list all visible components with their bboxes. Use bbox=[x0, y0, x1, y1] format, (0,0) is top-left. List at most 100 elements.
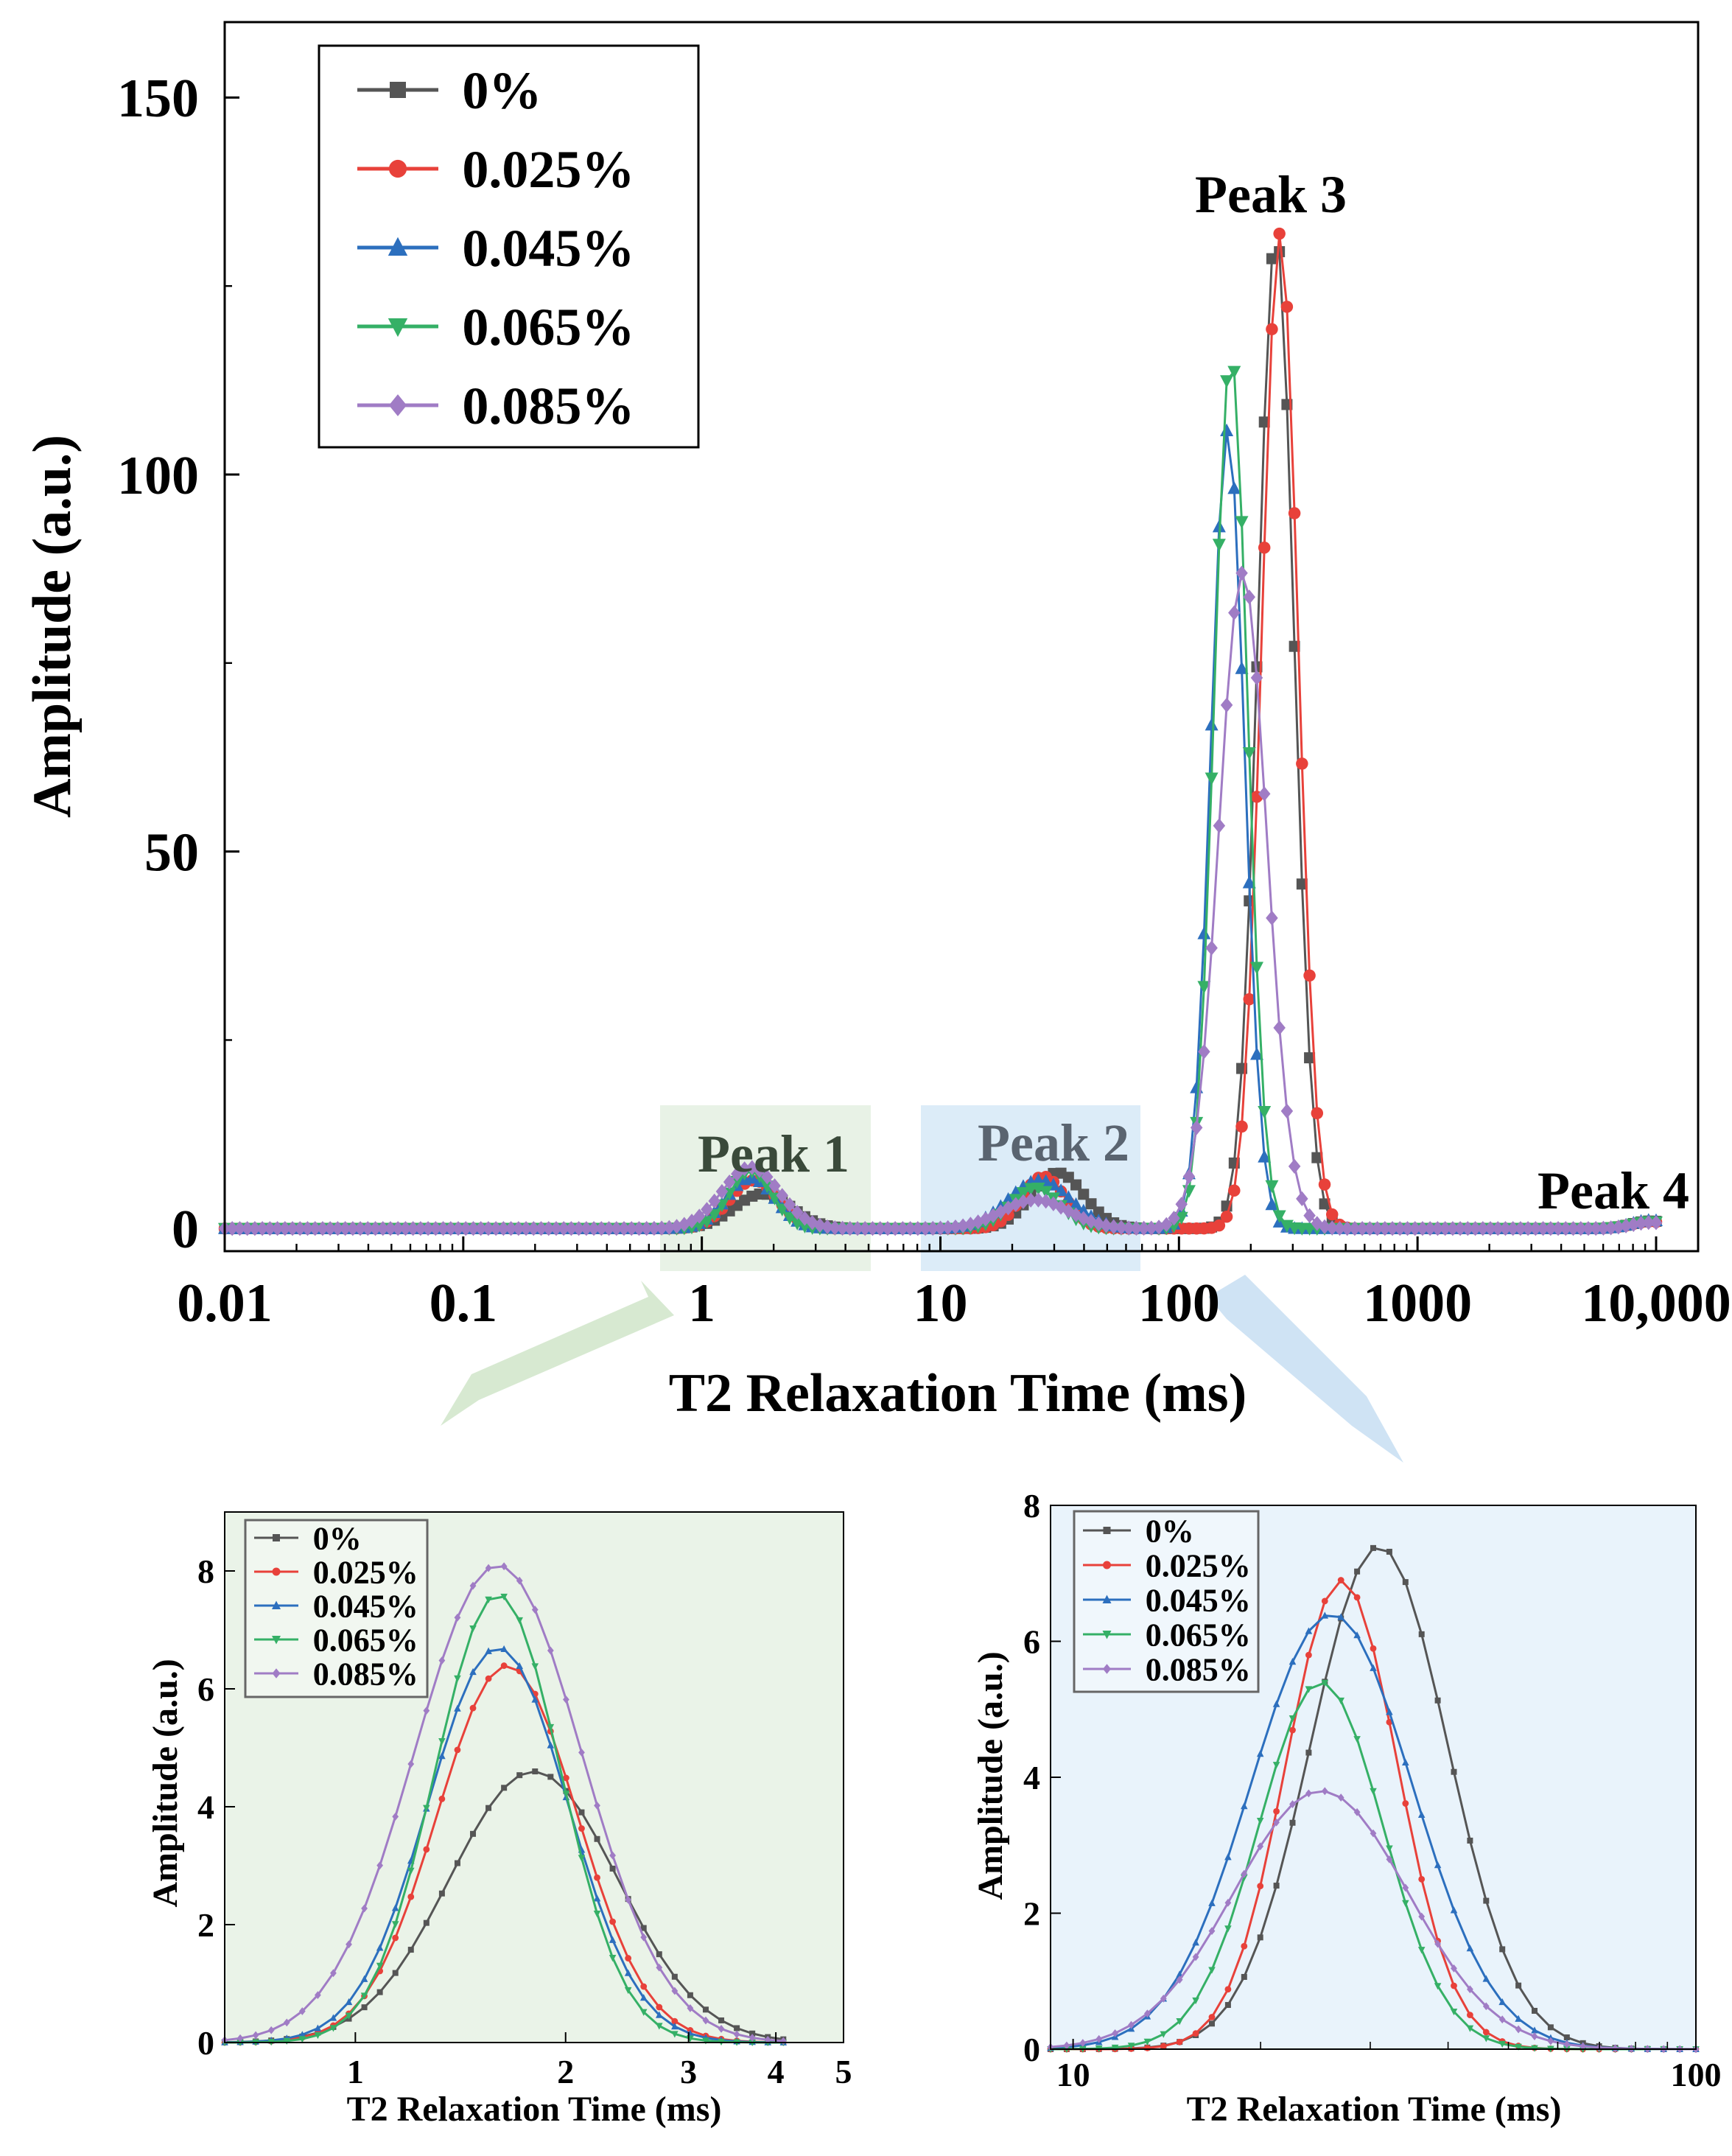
inset2-data-point bbox=[1208, 1967, 1216, 1974]
main-data-point bbox=[1326, 1220, 1339, 1236]
inset1-x-axis-title: T2 Relaxation Time (ms) bbox=[347, 2090, 722, 2129]
inset2-data-point bbox=[1515, 2025, 1522, 2034]
main-data-point bbox=[663, 1219, 676, 1235]
main-data-point bbox=[1469, 1221, 1482, 1236]
inset2-data-point bbox=[1402, 1800, 1409, 1807]
inset1-data-point bbox=[454, 1675, 461, 1682]
main-data-point bbox=[467, 1221, 480, 1236]
main-data-point bbox=[346, 1221, 360, 1236]
inset1-data-point bbox=[609, 1936, 617, 1943]
inset2-legend-marker bbox=[1103, 1527, 1111, 1534]
inset2-data-point bbox=[1208, 2014, 1216, 2020]
inset1-data-point bbox=[407, 1760, 415, 1768]
main-data-point bbox=[949, 1219, 962, 1235]
inset2-legend-marker bbox=[1103, 1664, 1111, 1674]
inset1-data-point bbox=[671, 1973, 678, 1980]
peak3-label: Peak 3 bbox=[1195, 165, 1347, 224]
inset1-data-point bbox=[656, 2003, 663, 2011]
main-data-point bbox=[430, 1221, 442, 1236]
inset1-data-point bbox=[501, 1785, 508, 1791]
inset2-data-point bbox=[1127, 2043, 1135, 2050]
inset2-data-point bbox=[1192, 1939, 1199, 1946]
main-data-point bbox=[1258, 786, 1271, 802]
main-data-point bbox=[1205, 940, 1218, 956]
main-data-point bbox=[1409, 1221, 1421, 1236]
main-data-point bbox=[730, 1176, 744, 1189]
inset1-data-point bbox=[298, 2031, 306, 2038]
main-data-point bbox=[934, 1220, 947, 1236]
main-data-point bbox=[369, 1221, 382, 1236]
inset1-data-point bbox=[687, 2004, 694, 2012]
inset2-data-point bbox=[1241, 1942, 1248, 1950]
inset2-data-point bbox=[1434, 1939, 1441, 1948]
inset2-chart: 10 100 0 2 4 6 8 T2 Relaxation Time (ms) Ampli… bbox=[971, 1487, 1722, 2129]
main-data-point bbox=[519, 1221, 533, 1236]
main-data-point bbox=[1272, 1210, 1286, 1223]
main-data-point bbox=[1220, 375, 1234, 388]
main-data-point bbox=[1521, 1221, 1535, 1236]
main-data-point bbox=[813, 1217, 827, 1233]
main-data-point bbox=[655, 1220, 668, 1236]
inset2-data-point bbox=[1257, 1934, 1263, 1941]
inset1-axis-ticks bbox=[225, 1570, 844, 2043]
inset1-data-point bbox=[470, 1830, 477, 1837]
main-data-point bbox=[1416, 1221, 1429, 1236]
inset2-data-point bbox=[1143, 2038, 1151, 2045]
inset1-data-point bbox=[547, 1646, 554, 1655]
main-data-point bbox=[1175, 1197, 1188, 1212]
main-data-point bbox=[888, 1221, 902, 1236]
inset2-series-4 bbox=[1047, 1787, 1700, 2054]
inset2-data-point bbox=[1176, 2018, 1183, 2026]
main-data-point bbox=[234, 1221, 246, 1236]
main-data-point bbox=[1597, 1220, 1610, 1236]
main-series-4 bbox=[218, 565, 1663, 1236]
inset1-data-point bbox=[438, 1795, 446, 1802]
inset1-data-point bbox=[314, 2031, 322, 2040]
inset2-data-point bbox=[1289, 1800, 1296, 1808]
inset1-data-point bbox=[734, 2025, 740, 2031]
inset2-data-point bbox=[1241, 1973, 1247, 1980]
main-x-axis-title: T2 Relaxation Time (ms) bbox=[669, 1363, 1247, 1424]
inset1-data-point bbox=[593, 1894, 601, 1902]
inset1-data-point bbox=[578, 1748, 585, 1757]
inset1-data-point bbox=[562, 1791, 570, 1798]
inset2-data-point bbox=[1482, 1975, 1490, 1982]
inset1-y-axis-title: Amplitude (a.u.) bbox=[146, 1659, 185, 1907]
inset1-data-point bbox=[236, 2034, 244, 2043]
inset2-data-point bbox=[1321, 1787, 1328, 1796]
inset2-data-point bbox=[1224, 1853, 1232, 1861]
main-data-point bbox=[225, 1221, 239, 1236]
inset1-data-point bbox=[733, 2030, 740, 2039]
main-data-point bbox=[542, 1221, 555, 1236]
main-data-point bbox=[1364, 1221, 1376, 1236]
main-data-point bbox=[1635, 1215, 1647, 1231]
main-y-tick-label: 0 bbox=[172, 1200, 199, 1260]
inset1-data-point bbox=[454, 1860, 460, 1866]
main-data-point bbox=[1280, 301, 1294, 313]
main-data-point bbox=[1227, 481, 1241, 494]
inset1-data-point bbox=[392, 1970, 399, 1976]
inset1-x-tick-label: 4 bbox=[768, 2053, 785, 2090]
main-data-point bbox=[323, 1221, 337, 1236]
main-data-point bbox=[421, 1221, 435, 1236]
inset2-data-point bbox=[1531, 2026, 1538, 2034]
main-data-point bbox=[1431, 1221, 1444, 1236]
main-data-point bbox=[474, 1221, 487, 1236]
inset1-data-point bbox=[376, 1861, 384, 1870]
inset2-data-point bbox=[1224, 1898, 1232, 1907]
inset1-data-point bbox=[407, 1947, 414, 1953]
inset1-data-point bbox=[329, 2014, 337, 2021]
main-data-point bbox=[1273, 227, 1286, 240]
inset2-data-point bbox=[1434, 1697, 1441, 1704]
main-data-point bbox=[700, 1215, 714, 1229]
main-data-point bbox=[376, 1221, 390, 1236]
main-data-point bbox=[648, 1220, 661, 1236]
inset1-data-point bbox=[655, 2023, 663, 2030]
main-data-point bbox=[1130, 1220, 1143, 1236]
main-data-point bbox=[1258, 541, 1271, 554]
main-data-point bbox=[1265, 1197, 1279, 1211]
main-data-point bbox=[1462, 1221, 1474, 1236]
inset1-data-point bbox=[500, 1645, 508, 1653]
main-data-point bbox=[271, 1221, 284, 1236]
main-data-point bbox=[1145, 1220, 1158, 1236]
